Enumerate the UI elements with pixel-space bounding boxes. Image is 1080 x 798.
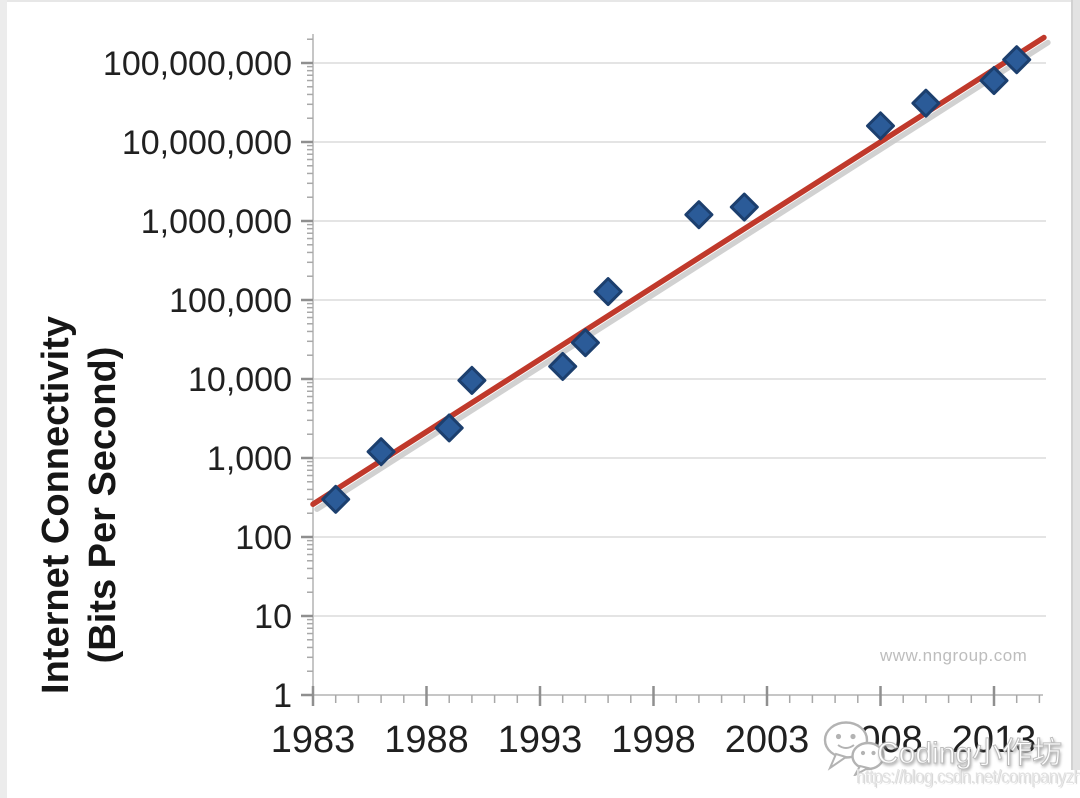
y-tick-label: 10,000,000	[122, 124, 292, 162]
x-tick-label: 1998	[611, 719, 696, 761]
trend-line	[310, 34, 1047, 507]
data-point	[548, 351, 578, 381]
x-tick-label: 1988	[384, 719, 469, 761]
y-tick-label: 100,000,000	[103, 45, 292, 83]
y-tick-label: 1,000,000	[141, 203, 292, 241]
data-point	[1002, 45, 1032, 75]
image-frame-top	[0, 0, 1080, 2]
data-point	[979, 66, 1009, 96]
data-point	[457, 365, 487, 395]
data-point	[434, 413, 464, 443]
wechat-icon	[823, 721, 885, 776]
csdn-watermark: Coding小作坊 https://blog.csdn.net/companyz…	[818, 714, 1080, 798]
image-frame-left	[0, 0, 7, 798]
data-point	[729, 192, 759, 222]
data-point	[366, 437, 396, 467]
x-tick-label: 2003	[725, 719, 810, 761]
y-tick-label: 100	[235, 519, 292, 557]
image-frame-right	[1071, 0, 1080, 770]
trend-line-shadow	[314, 39, 1051, 512]
csdn-watermark-url: https://blog.csdn.net/companyzh	[856, 767, 1080, 788]
x-tick-label: 1983	[271, 719, 356, 761]
nngroup-watermark: www.nngroup.com	[880, 646, 1028, 665]
data-point	[570, 328, 600, 358]
x-tick-label: 2013	[952, 719, 1037, 761]
y-tick-label: 1	[273, 677, 292, 715]
data-point	[321, 484, 351, 514]
y-tick-label: 10,000	[188, 361, 292, 399]
data-point	[684, 200, 714, 230]
x-tick-label: 1993	[498, 719, 583, 761]
y-tick-label: 10	[254, 598, 292, 636]
csdn-watermark-name: Coding小作坊	[876, 737, 1063, 771]
y-tick-label: 1,000	[207, 440, 292, 478]
y-tick-label: 100,000	[169, 282, 292, 320]
data-point	[593, 277, 623, 307]
data-point	[866, 111, 895, 141]
data-point	[911, 88, 941, 118]
